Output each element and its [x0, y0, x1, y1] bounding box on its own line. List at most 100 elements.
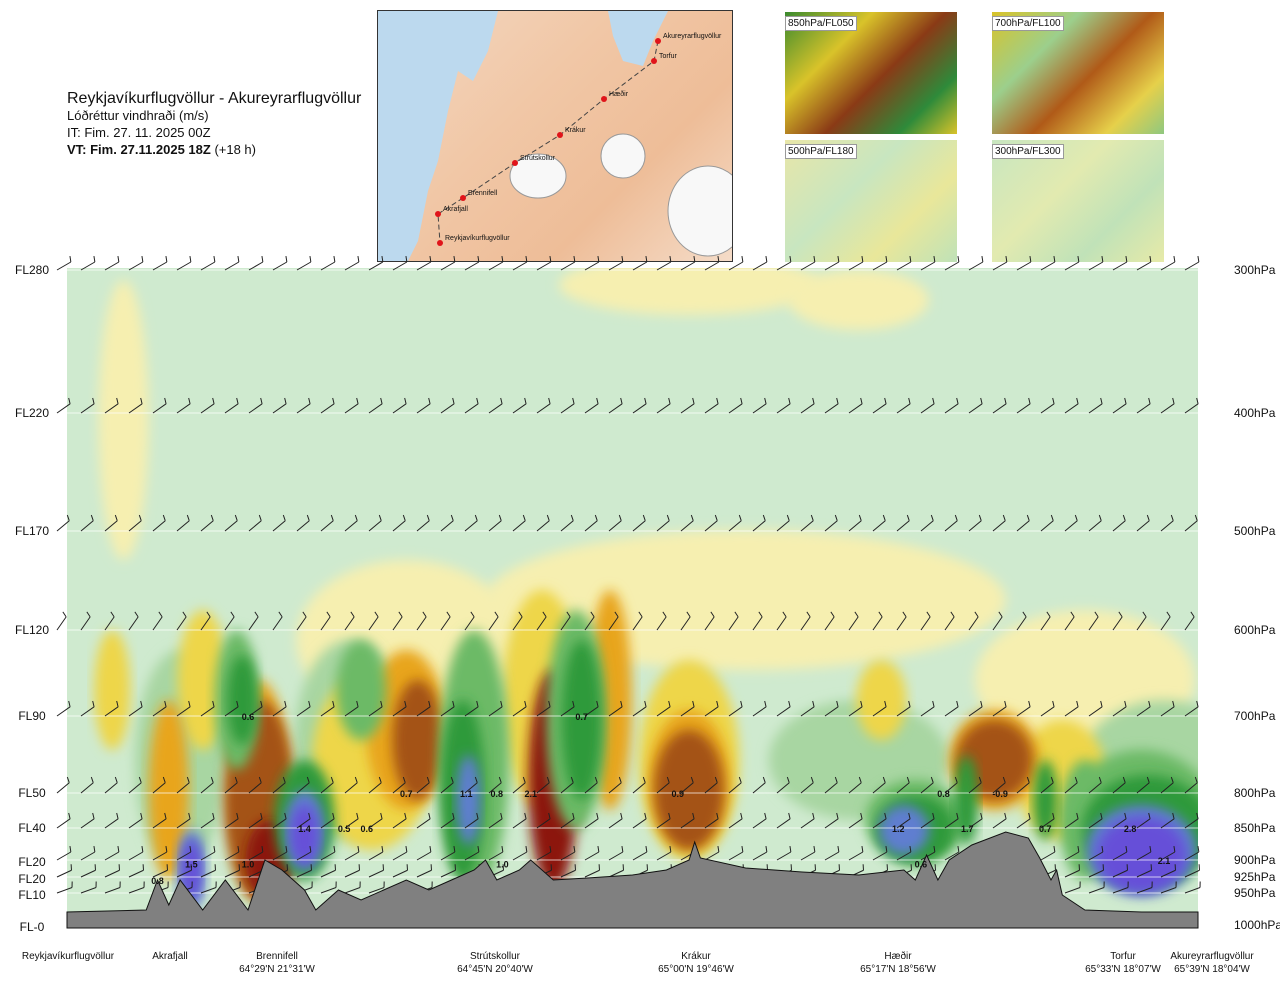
wind-barb — [992, 706, 1007, 717]
wind-barb-feather — [1074, 776, 1078, 783]
wind-barb-feather — [498, 514, 502, 521]
wind-barb-feather — [693, 255, 696, 263]
wind-barb-feather — [642, 514, 646, 521]
wind-barb — [944, 261, 960, 271]
wind-barb-feather — [1196, 397, 1199, 404]
wind-barb — [776, 782, 790, 794]
wind-barb — [488, 851, 504, 861]
wind-barb — [56, 851, 72, 861]
wind-barb-feather — [644, 700, 647, 707]
value-label: 1.2 — [892, 824, 905, 834]
wind-barb-feather — [594, 514, 598, 521]
wind-barb-feather — [1148, 397, 1151, 404]
wind-barb — [200, 869, 216, 878]
wind-barb-feather — [182, 611, 187, 618]
wind-barb-feather — [690, 776, 694, 783]
map-station-label: Reykjavíkurflugvöllur — [445, 235, 510, 242]
wind-barb-feather — [284, 397, 287, 404]
wind-barb-feather — [189, 255, 192, 263]
wind-barb — [920, 261, 936, 271]
wind-barb — [1112, 616, 1123, 631]
thumb-300[interactable]: 300hPa/FL300 — [992, 140, 1164, 262]
wind-barb-feather — [882, 514, 886, 521]
wind-barb-feather — [116, 397, 119, 404]
wind-barb — [1088, 403, 1103, 414]
wind-barb — [872, 403, 887, 414]
thumb-850[interactable]: 850hPa/FL050 — [785, 12, 957, 134]
wind-barb-feather — [282, 776, 286, 783]
field-blob — [336, 640, 387, 740]
wind-barb — [176, 782, 190, 794]
wind-barb — [896, 616, 907, 631]
wind-barb-feather — [836, 812, 839, 819]
field-blob — [654, 730, 725, 850]
wind-barb — [584, 520, 598, 532]
wind-barb-feather — [309, 845, 312, 853]
wind-barb — [608, 520, 622, 532]
wind-barb — [296, 403, 311, 414]
wind-barb-feather — [186, 514, 190, 521]
thumb-500[interactable]: 500hPa/FL180 — [785, 140, 957, 262]
wind-barb — [896, 520, 910, 532]
wind-barb-feather — [476, 812, 479, 819]
left-axis-label: FL280 — [15, 263, 49, 277]
wind-barb — [1040, 616, 1051, 631]
wind-barb — [80, 887, 97, 894]
wind-barb-feather — [908, 812, 911, 819]
wind-barb-feather — [644, 812, 647, 819]
wind-barb — [1016, 520, 1030, 532]
wind-barb-feather — [690, 514, 694, 521]
wind-barb-feather — [188, 812, 191, 819]
wind-barb-feather — [92, 812, 95, 819]
wind-barb — [800, 403, 815, 414]
station-marker — [557, 132, 563, 138]
wind-barb — [56, 520, 70, 532]
wind-barb — [896, 818, 911, 829]
wind-barb — [104, 818, 119, 829]
wind-barb — [128, 706, 143, 717]
wind-barb — [776, 261, 792, 271]
wind-barb — [392, 520, 406, 532]
wind-barb-feather — [669, 255, 672, 263]
wind-barb-feather — [692, 812, 695, 819]
wind-barb-feather — [926, 611, 931, 618]
wind-barb-feather — [974, 611, 979, 618]
thumb-700[interactable]: 700hPa/FL100 — [992, 12, 1164, 134]
wind-barb — [968, 616, 979, 631]
wind-barb-feather — [426, 514, 430, 521]
wind-barb-feather — [548, 397, 551, 404]
wind-barb-feather — [237, 255, 240, 263]
wind-barb-feather — [398, 611, 403, 618]
field-blob — [561, 640, 602, 800]
wind-barb — [656, 261, 672, 271]
wind-barb-feather — [114, 776, 118, 783]
wind-barb-feather — [546, 514, 550, 521]
wind-barb-feather — [93, 255, 96, 263]
wind-barb-feather — [930, 514, 934, 521]
wind-barb — [176, 706, 191, 717]
station-marker — [460, 195, 466, 201]
wind-barb-feather — [380, 700, 383, 707]
wind-barb — [872, 261, 888, 271]
wind-barb — [200, 782, 214, 794]
wind-barb — [992, 520, 1006, 532]
wind-barb — [1160, 261, 1176, 271]
wind-barb-feather — [1124, 812, 1127, 819]
wind-barb — [584, 403, 599, 414]
wind-barb-feather — [114, 514, 118, 521]
wind-barb — [416, 403, 431, 414]
wind-barb — [296, 782, 310, 794]
wind-barb — [1040, 403, 1055, 414]
wind-barb-feather — [909, 255, 912, 263]
wind-barb-feather — [806, 611, 811, 618]
wind-barb — [560, 851, 576, 861]
wind-barb — [272, 616, 283, 631]
wind-barb — [1184, 887, 1201, 894]
wind-barb — [728, 520, 742, 532]
wind-barb — [128, 616, 139, 631]
wind-barb-feather — [378, 776, 382, 783]
wind-barb-feather — [1124, 397, 1127, 404]
wind-barb-feather — [1076, 700, 1079, 707]
wind-barb — [368, 706, 383, 717]
wind-barb — [920, 616, 931, 631]
